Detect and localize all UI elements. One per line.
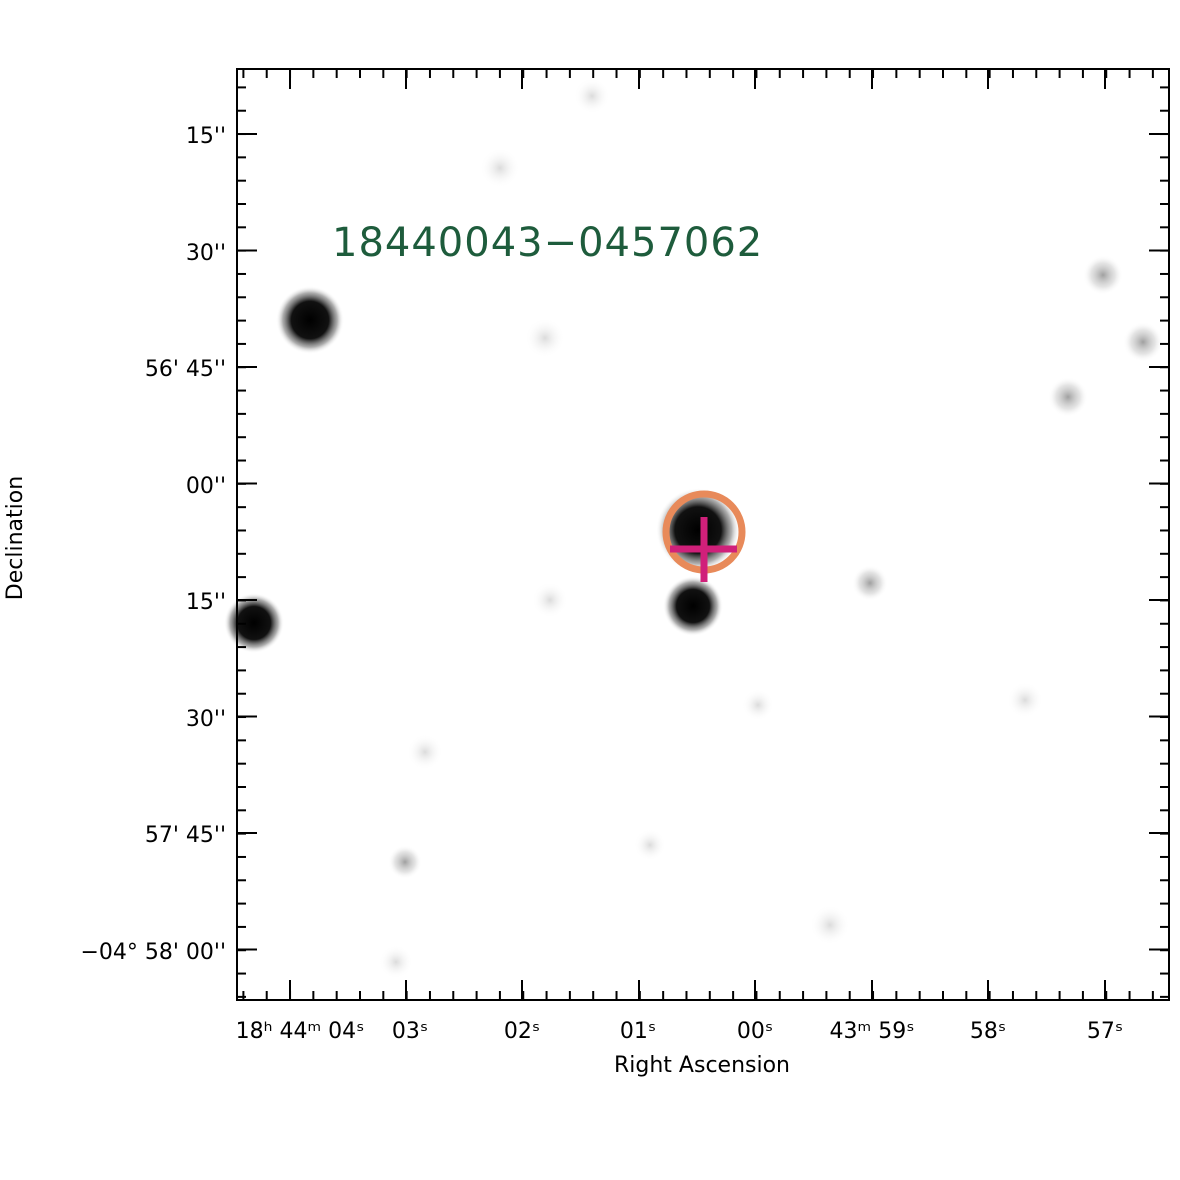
y-tick-label: 00'' — [186, 474, 226, 499]
y-tick-label: 15'' — [186, 590, 226, 615]
y-tick-label: 30'' — [186, 241, 226, 266]
y-tick-label: 57' 45'' — [145, 823, 226, 848]
x-tick-label: 18ʰ 44ᵐ 04ˢ — [236, 1019, 365, 1044]
plot-frame — [236, 68, 1170, 1001]
y-tick-label: −04° 58' 00'' — [80, 940, 226, 965]
x-tick-label: 43ᵐ 59ˢ — [830, 1019, 915, 1044]
star-left-edge — [224, 593, 284, 653]
x-tick-label: 03ˢ — [392, 1019, 428, 1044]
faint-field-stars — [379, 78, 1163, 979]
y-tick-labels: 15'' 30'' 56' 45'' 00'' 15'' 30'' 57' 45… — [80, 124, 226, 965]
position-cross-marker — [670, 517, 737, 582]
x-tick-label: 02ˢ — [504, 1019, 540, 1044]
x-tick-label: 57ˢ — [1087, 1019, 1123, 1044]
axis-ticks — [237, 69, 1169, 1000]
y-tick-label: 30'' — [186, 707, 226, 732]
y-tick-label: 15'' — [186, 124, 226, 149]
x-tick-label: 00ˢ — [737, 1019, 773, 1044]
x-tick-label: 01ˢ — [620, 1019, 656, 1044]
star-below-target — [663, 576, 723, 636]
star-upper-left — [276, 286, 344, 354]
x-tick-labels: 18ʰ 44ᵐ 04ˢ 03ˢ 02ˢ 01ˢ 00ˢ 43ᵐ 59ˢ 58ˢ … — [236, 1019, 1123, 1044]
y-axis-title: Declination — [3, 476, 28, 600]
x-axis-title: Right Ascension — [614, 1053, 790, 1078]
y-tick-label: 56' 45'' — [145, 357, 226, 382]
x-tick-label: 58ˢ — [970, 1019, 1006, 1044]
source-label: 18440043−0457062 — [332, 220, 763, 266]
